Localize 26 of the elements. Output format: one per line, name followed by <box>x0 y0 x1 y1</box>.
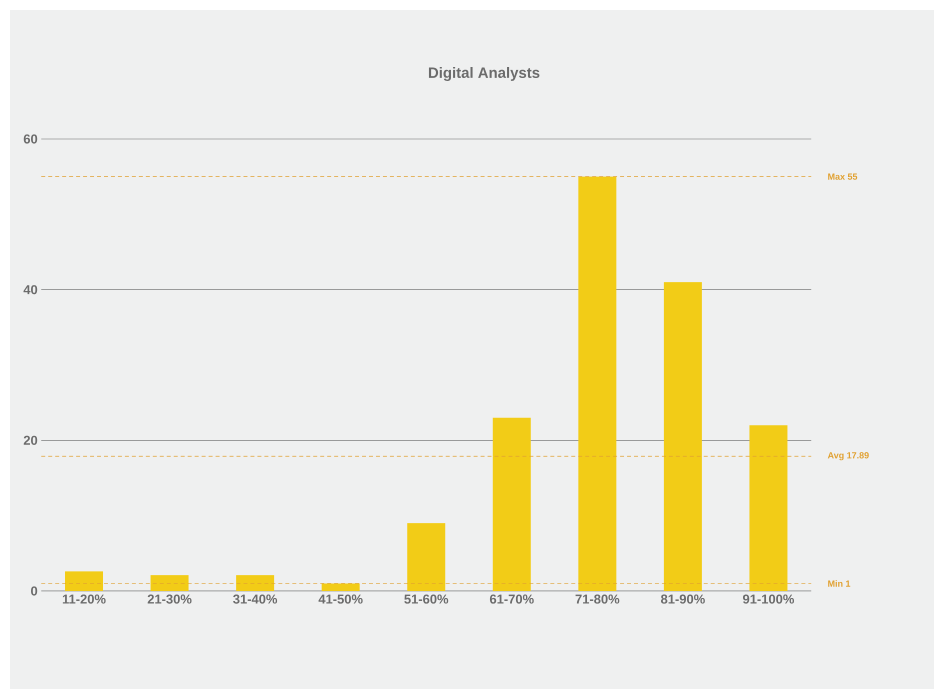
x-tick-label: 31-40% <box>233 594 278 604</box>
ref-line-label: Avg 17.89 <box>828 452 869 460</box>
bar <box>664 282 702 591</box>
bar <box>407 523 446 591</box>
x-tick-label: 61-70% <box>490 594 534 604</box>
ref-line-label: Max 55 <box>828 174 858 180</box>
bar <box>236 575 274 591</box>
bar <box>65 571 104 591</box>
x-tick-label: 91-100% <box>742 594 794 604</box>
y-tick-label: 20 <box>24 436 38 445</box>
y-tick-label: 40 <box>24 285 38 294</box>
bar <box>578 176 616 591</box>
chart-title: Digital Analysts <box>428 66 540 81</box>
bar <box>150 575 189 591</box>
x-tick-label: 11-20% <box>62 594 106 604</box>
ref-line-label: Min 1 <box>828 580 850 587</box>
bar <box>492 418 531 591</box>
x-tick-label: 81-90% <box>660 594 705 604</box>
x-tick-label: 51-60% <box>404 594 448 604</box>
bar <box>322 583 360 591</box>
x-tick-label: 71-80% <box>576 594 620 604</box>
y-tick-label: 60 <box>24 134 38 144</box>
bar <box>749 425 788 591</box>
y-tick-label: 0 <box>31 586 38 596</box>
x-tick-label: 41-50% <box>318 594 363 604</box>
x-tick-label: 21-30% <box>148 594 192 604</box>
